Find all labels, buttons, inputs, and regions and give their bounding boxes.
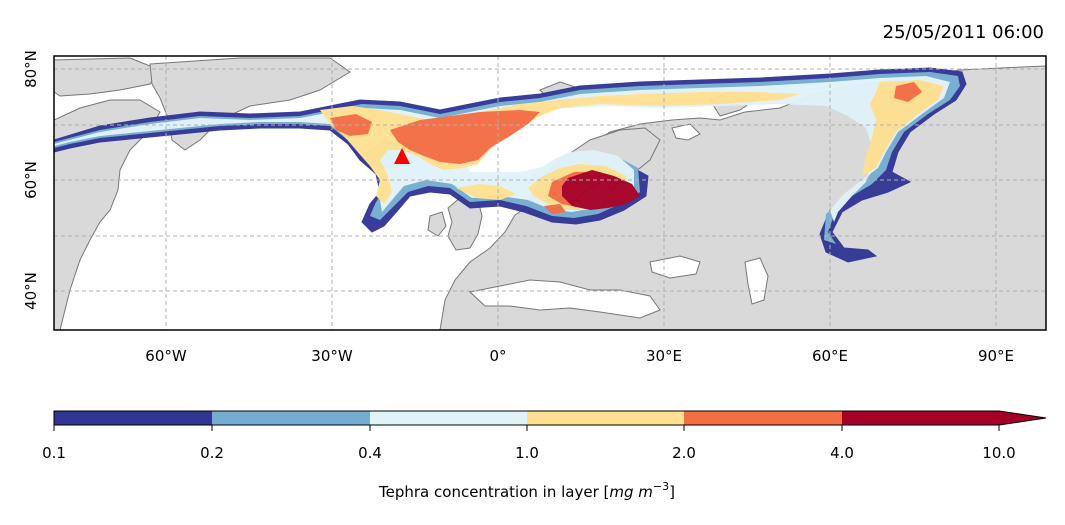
colorbar-tick-4: 2.0 (672, 444, 696, 462)
colorbar-tick-0: 0.1 (42, 444, 66, 462)
map-title: 25/05/2011 06:00 (883, 22, 1044, 43)
colorbar: 0.1 0.2 0.4 1.0 2.0 4.0 10.0 Tephra conc… (42, 410, 1047, 501)
colorbar-tick-1: 0.2 (200, 444, 224, 462)
gridlines (54, 56, 1046, 330)
lon-label-90e: 90°E (978, 347, 1014, 365)
tephra-plume (54, 67, 967, 263)
colorbar-tick-2: 0.4 (358, 444, 382, 462)
colorbar-outline (53, 410, 1047, 426)
volcano-source-marker (394, 148, 410, 164)
colorbar-segment-1 (212, 411, 370, 425)
land-arctic-islands (54, 57, 161, 97)
land-north-america (54, 99, 161, 330)
lon-label-60e: 60°E (812, 347, 848, 365)
colorbar-segment-2 (370, 411, 527, 425)
mediterranean (468, 279, 661, 319)
map-panel (54, 56, 1046, 330)
colorbar-segment-4 (684, 411, 842, 425)
colorbar-segment-3 (527, 411, 684, 425)
colorbar-extend-arrow (999, 411, 1046, 425)
colorbar-tick-6: 10.0 (982, 444, 1015, 462)
colorbar-segment-5 (842, 411, 999, 425)
colorbar-ticks (53, 425, 1000, 431)
lat-label-80n: 80°N (22, 50, 40, 88)
black-sea (649, 255, 701, 279)
caspian-sea (744, 257, 769, 305)
colorbar-tick-5: 4.0 (830, 444, 854, 462)
colorbar-label: Tephra concentration in layer [mg m−3] (378, 480, 675, 501)
colorbar-tick-3: 1.0 (515, 444, 539, 462)
map-frame (53, 55, 1047, 331)
lon-label-60w: 60°W (145, 347, 187, 365)
lon-label-30w: 30°W (311, 347, 353, 365)
colorbar-segment-0 (54, 411, 212, 425)
land-ireland (427, 211, 447, 237)
lat-label-60n: 60°N (22, 161, 40, 199)
lon-label-0: 0° (489, 347, 506, 365)
lat-label-40n: 40°N (22, 272, 40, 310)
lon-label-30e: 30°E (646, 347, 682, 365)
